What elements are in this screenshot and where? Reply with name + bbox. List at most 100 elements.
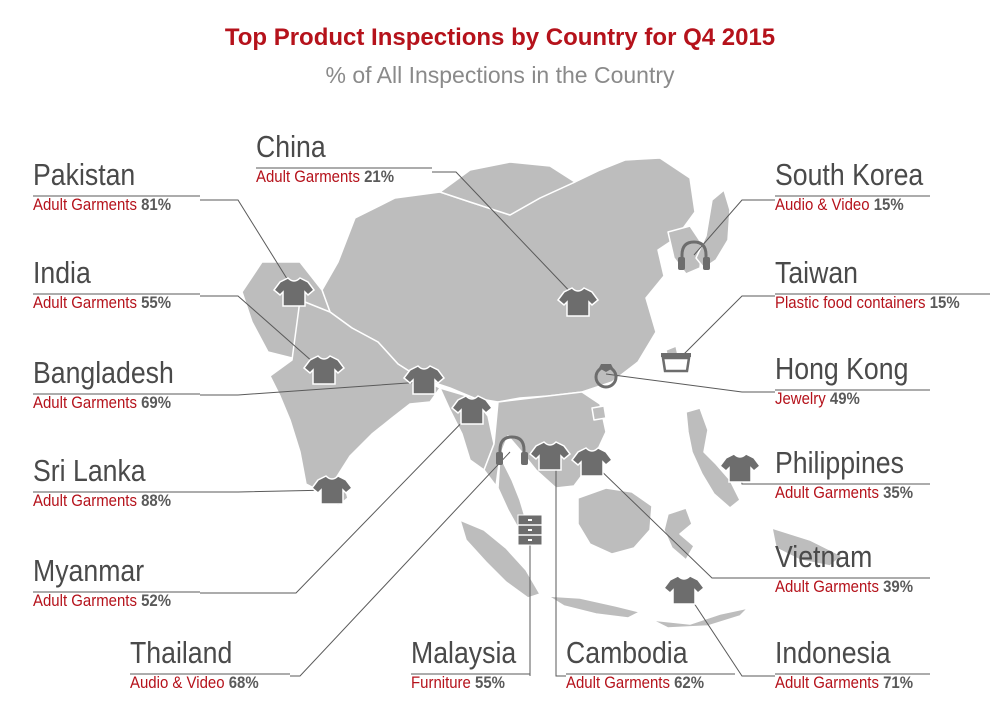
product-line: Jewelry 49% [775,388,912,410]
tshirt-icon [570,447,614,477]
country-name: Taiwan [775,255,858,290]
product-line: Adult Garments 21% [256,166,394,188]
product-line: Audio & Video 15% [775,194,927,216]
land-india [269,299,441,493]
product-name: Adult Garments [256,167,360,186]
tshirt-icon [718,453,762,483]
product-percent: 62% [674,673,705,692]
product-percent: 52% [141,591,172,610]
label-china: China Adult Garments 21% [256,130,413,188]
product-percent: 49% [829,389,860,408]
land-mongolia [439,161,576,216]
label-thailand: Thailand Audio & Video 68% [130,636,276,694]
country-name: Sri Lanka [33,453,146,488]
product-name: Adult Garments [775,673,879,692]
land-masses [241,157,843,629]
product-name: Audio & Video [775,195,870,214]
label-cambodia: Cambodia Adult Garments 62% [566,636,723,694]
product-line: Audio & Video 68% [130,672,259,694]
product-name: Adult Garments [33,293,137,312]
leader-line-pakistan [200,199,295,291]
country-name: Myanmar [33,553,145,588]
label-south-korea: South Korea Audio & Video 15% [775,158,947,216]
product-line: Adult Garments 81% [33,194,171,216]
product-percent: 39% [883,577,914,596]
country-name: Pakistan [33,157,136,192]
leader-line-cambodia [555,458,566,677]
product-line: Adult Garments 35% [775,482,913,504]
country-name: Indonesia [775,635,891,670]
land-java [547,595,641,619]
label-taiwan: Taiwan Plastic food containers 15% [775,256,985,314]
ring-icon [594,364,618,389]
country-name: Thailand [130,635,233,670]
product-name: Audio & Video [130,673,225,692]
product-percent: 88% [141,491,172,510]
tshirt-icon [450,395,494,425]
leader-line-indonesia [683,587,775,677]
tshirt-icon [310,475,354,505]
leader-line-taiwan [675,295,775,363]
product-percent: 81% [141,195,172,214]
product-name: Adult Garments [33,491,137,510]
label-sri-lanka: Sri Lanka Adult Garments 88% [33,454,190,512]
headphones-icon [678,240,710,270]
product-line: Adult Garments 52% [33,590,171,612]
label-indonesia: Indonesia Adult Garments 71% [775,636,932,694]
product-percent: 55% [141,293,172,312]
label-philippines: Philippines Adult Garments 35% [775,446,932,504]
leader-line-hong-kong [605,373,775,393]
land-newguinea [771,527,843,567]
product-name: Adult Garments [33,195,137,214]
product-line: Furniture 55% [411,672,519,694]
product-line: Adult Garments 71% [775,672,913,694]
product-name: Plastic food containers [775,293,926,312]
chart-title: Top Product Inspections by Country for Q… [224,24,776,51]
tshirt-icon [556,287,600,317]
land-indochina [483,391,607,489]
tshirt-icon [302,355,346,385]
leader-line-india [200,295,323,371]
leader-line-thailand [290,451,511,677]
country-name: South Korea [775,157,924,192]
label-myanmar: Myanmar Adult Garments 52% [33,554,190,612]
country-name: Malaysia [411,635,517,670]
leader-line-bangladesh [200,381,423,396]
country-name: Vietnam [775,539,873,574]
label-bangladesh: Bangladesh Adult Garments 69% [33,356,197,414]
headphones-icon [496,435,528,465]
tshirt-icon [528,441,572,471]
furniture-icon [517,514,543,546]
product-name: Adult Garments [33,591,137,610]
product-percent: 15% [929,293,960,312]
leader-line-myanmar [200,411,473,594]
tshirt-icon [402,365,446,395]
country-name: Cambodia [566,635,688,670]
leader-line-china [432,171,579,301]
product-line: Adult Garments 88% [33,490,171,512]
land-borneo [577,487,653,555]
country-name: India [33,255,91,290]
product-percent: 15% [873,195,904,214]
product-percent: 55% [475,673,505,692]
label-india: India Adult Garments 55% [33,256,190,314]
product-name: Adult Garments [566,673,670,692]
product-name: Jewelry [775,389,826,408]
product-percent: 35% [883,483,914,502]
product-percent: 21% [364,167,395,186]
country-name: Bangladesh [33,355,174,390]
product-name: Adult Garments [775,483,879,502]
product-name: Adult Garments [33,393,137,412]
label-pakistan: Pakistan Adult Garments 81% [33,158,190,216]
leader-lines [33,167,990,677]
container-icon [661,353,691,373]
map-icons [272,240,762,605]
tshirt-icon [662,575,706,605]
country-name: Philippines [775,445,904,480]
land-korea [667,225,703,275]
leader-line-sri-lanka [200,489,333,493]
product-name: Adult Garments [775,577,879,596]
product-line: Plastic food containers 15% [775,292,960,314]
product-line: Adult Garments 39% [775,576,913,598]
